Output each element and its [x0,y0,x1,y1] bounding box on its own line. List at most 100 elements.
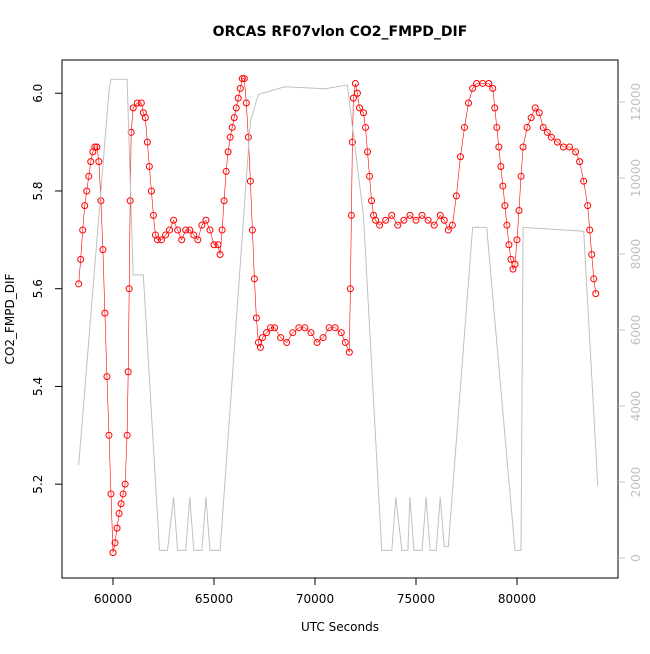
x-axis-label: UTC Seconds [301,620,379,634]
data-point [149,211,157,219]
data-point [382,216,390,224]
data-point [592,290,600,298]
data-point [230,114,238,122]
data-point [456,153,464,161]
data-point [590,275,598,283]
data-point [125,285,133,293]
data-point [271,324,279,332]
data-point [586,226,594,234]
data-point [436,211,444,219]
data-point [141,114,149,122]
data-point [246,177,254,185]
data-point [376,221,384,229]
data-point [588,250,596,258]
y2-tick-label: 12000 [629,83,643,121]
data-point [348,138,356,146]
data-point [452,192,460,200]
data-point [469,84,477,92]
data-point [147,187,155,195]
data-point [244,133,252,141]
data-point [359,109,367,117]
data-point [301,324,309,332]
data-point [182,226,190,234]
data-point [364,148,372,156]
data-point [226,133,234,141]
series-line [78,78,597,553]
data-point [117,500,125,508]
data-point [214,241,222,249]
data-point [126,197,134,205]
data-point [258,334,266,342]
data-point [319,334,327,342]
data-point [485,79,493,87]
data-point [236,84,244,92]
data-point [517,172,525,180]
data-point [198,221,206,229]
data-point [234,94,242,102]
data-point [406,211,414,219]
data-point [157,236,165,244]
x-tick-label: 60000 [94,592,132,606]
y-tick-label: 5.4 [31,377,45,396]
data-point [153,236,161,244]
data-point [444,226,452,234]
data-point [95,158,103,166]
data-point [543,128,551,136]
data-point [75,280,83,288]
data-point [337,329,345,337]
data-point [547,133,555,141]
y2-tick-label: 2000 [629,467,643,498]
data-point [81,202,89,210]
data-point [531,104,539,112]
data-point [511,260,519,268]
data-point [194,236,202,244]
data-point [178,236,186,244]
data-point [349,94,357,102]
data-point [400,216,408,224]
data-point [372,216,380,224]
data-point [248,226,256,234]
data-point [91,143,99,151]
data-point [267,324,275,332]
data-point [238,75,246,83]
y-tick-label: 5.6 [31,279,45,298]
x-tick-label: 65000 [195,592,233,606]
data-point [93,143,101,151]
x-tick-label: 75000 [397,592,435,606]
data-point [242,99,250,107]
data-point [412,216,420,224]
data-point [366,172,374,180]
data-point [143,138,151,146]
data-point [133,99,141,107]
data-point [313,338,321,346]
altitude-line [78,78,599,551]
y-tick-label: 5.8 [31,181,45,200]
data-point [85,172,93,180]
x-tick-label: 70000 [296,592,334,606]
data-point [263,329,271,337]
data-point [252,314,260,322]
data-point [240,75,248,83]
data-point [190,231,198,239]
data-point [465,99,473,107]
data-point [113,524,121,532]
data-point [527,114,535,122]
data-point [584,202,592,210]
data-point [216,250,224,258]
data-point [218,226,226,234]
data-point [97,197,105,205]
data-point [505,241,513,249]
data-point [307,329,315,337]
data-point [77,255,85,263]
data-point [430,221,438,229]
data-point [493,123,501,131]
plot-frame [61,59,619,579]
data-point [572,148,580,156]
data-point [346,285,354,293]
data-point [497,163,505,171]
data-point [109,549,117,557]
data-point [368,197,376,205]
data-point [127,128,135,136]
data-point [539,123,547,131]
